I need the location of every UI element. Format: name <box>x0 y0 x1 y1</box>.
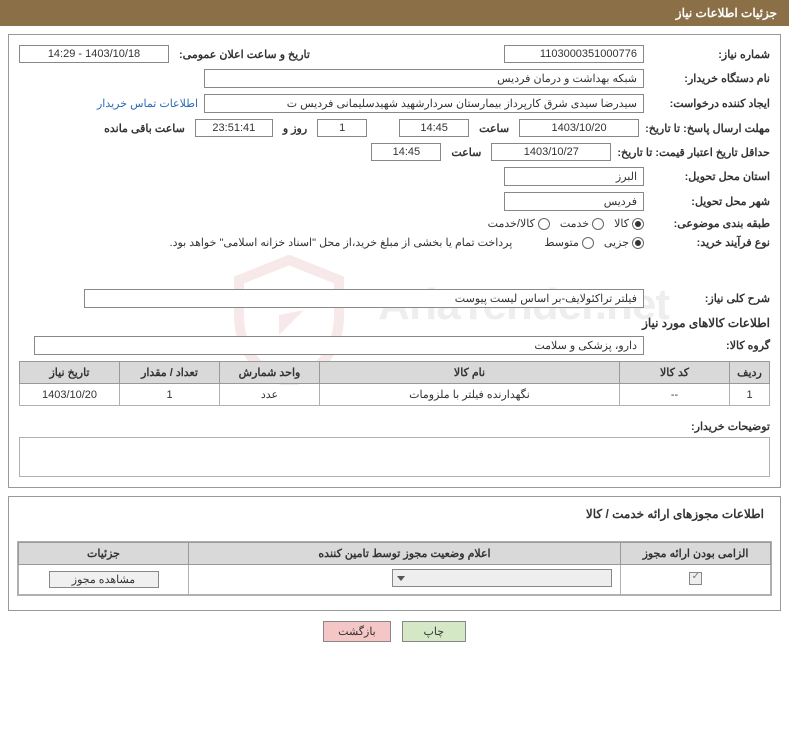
th-row: ردیف <box>730 362 770 384</box>
license-section: اطلاعات مجوزهای ارائه خدمت / کالا الزامی… <box>8 496 781 611</box>
proc1-label: جزیی <box>604 236 629 249</box>
process-label: نوع فرآیند خرید: <box>650 236 770 249</box>
group-value: دارو، پزشکی و سلامت <box>34 336 644 355</box>
cell-code: -- <box>620 384 730 406</box>
th-qty: تعداد / مقدار <box>120 362 220 384</box>
remain-suffix: ساعت باقی مانده <box>104 122 185 135</box>
row-need-no: شماره نیاز: 1103000351000776 تاریخ و ساع… <box>19 45 770 63</box>
cell-name: نگهدارنده فیلتر با ملزومات <box>320 384 620 406</box>
cell-mandatory <box>621 565 771 595</box>
cell-unit: عدد <box>220 384 320 406</box>
row-validity: حداقل تاریخ اعتبار قیمت: تا تاریخ: 1403/… <box>19 143 770 161</box>
row-deadline: مهلت ارسال پاسخ: تا تاریخ: 1403/10/20 سا… <box>19 119 770 137</box>
need-no-value: 1103000351000776 <box>504 45 644 63</box>
table-header-row: ردیف کد کالا نام کالا واحد شمارش تعداد /… <box>20 362 770 384</box>
row-province: استان محل تحویل: البرز <box>19 167 770 186</box>
requester-value: سیدرضا سیدی شرق کارپرداز بیمارستان سردار… <box>204 94 644 113</box>
radio-icon <box>632 237 644 249</box>
deadline-time: 14:45 <box>399 119 469 137</box>
button-row: چاپ بازگشت <box>0 621 789 642</box>
th-date: تاریخ نیاز <box>20 362 120 384</box>
category-option-service[interactable]: خدمت <box>560 217 604 230</box>
validity-time: 14:45 <box>371 143 441 161</box>
need-no-label: شماره نیاز: <box>650 48 770 61</box>
license-header: اطلاعات مجوزهای ارائه خدمت / کالا <box>17 503 772 525</box>
group-label: گروه کالا: <box>650 339 770 352</box>
deadline-label: مهلت ارسال پاسخ: تا تاریخ: <box>645 122 770 135</box>
process-option-medium[interactable]: متوسط <box>544 236 594 249</box>
city-label: شهر محل تحویل: <box>650 195 770 208</box>
license-table: الزامی بودن ارائه مجوز اعلام وضعیت مجوز … <box>18 542 771 595</box>
cell-status <box>189 565 621 595</box>
announce-label: تاریخ و ساعت اعلان عمومی: <box>179 48 310 61</box>
row-description: شرح کلی نیاز: فیلتر تراکئولایف-بر اساس ل… <box>19 289 770 308</box>
cat2-label: خدمت <box>560 217 589 230</box>
cell-date: 1403/10/20 <box>20 384 120 406</box>
back-button[interactable]: بازگشت <box>323 621 391 642</box>
days-remain: 1 <box>317 119 367 137</box>
radio-icon <box>592 218 604 230</box>
city-value: فردیس <box>504 192 644 211</box>
time-label-2: ساعت <box>451 146 481 159</box>
buyer-value: شبکه بهداشت و درمان فردیس <box>204 69 644 88</box>
radio-icon <box>632 218 644 230</box>
radio-icon <box>582 237 594 249</box>
province-value: البرز <box>504 167 644 186</box>
process-note: پرداخت تمام یا بخشی از مبلغ خرید،از محل … <box>170 236 513 249</box>
view-license-button[interactable]: مشاهده مجوز <box>49 571 159 588</box>
main-form-box: AriaTender.net شماره نیاز: 1103000351000… <box>8 34 781 488</box>
th-name: نام کالا <box>320 362 620 384</box>
time-label-1: ساعت <box>479 122 509 135</box>
th-status: اعلام وضعیت مجوز توسط تامین کننده <box>189 543 621 565</box>
page-header: جزئیات اطلاعات نیاز <box>0 0 789 26</box>
desc-value: فیلتر تراکئولایف-بر اساس لیست پیوست <box>84 289 644 308</box>
cell-qty: 1 <box>120 384 220 406</box>
buyer-contact-link[interactable]: اطلاعات تماس خریدار <box>97 97 198 110</box>
requester-label: ایجاد کننده درخواست: <box>650 97 770 110</box>
th-code: کد کالا <box>620 362 730 384</box>
goods-table: ردیف کد کالا نام کالا واحد شمارش تعداد /… <box>19 361 770 406</box>
row-buyer: نام دستگاه خریدار: شبکه بهداشت و درمان ف… <box>19 69 770 88</box>
cell-row: 1 <box>730 384 770 406</box>
th-unit: واحد شمارش <box>220 362 320 384</box>
buyer-label: نام دستگاه خریدار: <box>650 72 770 85</box>
category-option-goods[interactable]: کالا <box>614 217 644 230</box>
status-select[interactable] <box>392 569 612 587</box>
announce-value: 1403/10/18 - 14:29 <box>19 45 169 63</box>
radio-icon <box>538 218 550 230</box>
row-city: شهر محل تحویل: فردیس <box>19 192 770 211</box>
deadline-date: 1403/10/20 <box>519 119 639 137</box>
validity-date: 1403/10/27 <box>491 143 611 161</box>
province-label: استان محل تحویل: <box>650 170 770 183</box>
row-category: طبقه بندی موضوعی: کالا خدمت کالا/خدمت <box>19 217 770 230</box>
validity-label: حداقل تاریخ اعتبار قیمت: تا تاریخ: <box>617 146 770 159</box>
print-button[interactable]: چاپ <box>402 621 466 642</box>
process-option-partial[interactable]: جزیی <box>604 236 644 249</box>
category-label: طبقه بندی موضوعی: <box>650 217 770 230</box>
mandatory-checkbox[interactable] <box>689 572 702 585</box>
cat3-label: کالا/خدمت <box>488 217 535 230</box>
th-details: جزئیات <box>19 543 189 565</box>
th-mandatory: الزامی بودن ارائه مجوز <box>621 543 771 565</box>
buyer-notes-box <box>19 437 770 477</box>
desc-label: شرح کلی نیاز: <box>650 292 770 305</box>
row-group: گروه کالا: دارو، پزشکی و سلامت <box>19 336 770 355</box>
hours-remain: 23:51:41 <box>195 119 273 137</box>
cat1-label: کالا <box>614 217 629 230</box>
license-header-row: الزامی بودن ارائه مجوز اعلام وضعیت مجوز … <box>19 543 771 565</box>
license-row: مشاهده مجوز <box>19 565 771 595</box>
proc2-label: متوسط <box>544 236 579 249</box>
goods-section-title: اطلاعات کالاهای مورد نیاز <box>19 316 770 330</box>
row-process: نوع فرآیند خرید: جزیی متوسط پرداخت تمام … <box>19 236 770 249</box>
row-requester: ایجاد کننده درخواست: سیدرضا سیدی شرق کار… <box>19 94 770 113</box>
buyer-notes-label: توضیحات خریدار: <box>19 420 770 433</box>
days-word: روز و <box>283 122 307 135</box>
category-option-both[interactable]: کالا/خدمت <box>488 217 550 230</box>
table-row: 1 -- نگهدارنده فیلتر با ملزومات عدد 1 14… <box>20 384 770 406</box>
page-title: جزئیات اطلاعات نیاز <box>676 6 777 20</box>
cell-details: مشاهده مجوز <box>19 565 189 595</box>
